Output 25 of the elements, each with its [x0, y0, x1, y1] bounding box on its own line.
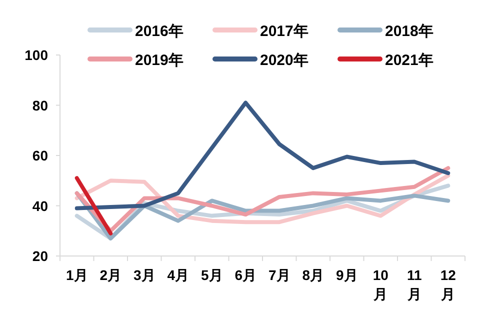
y-tick-label: 20 [32, 248, 48, 264]
legend-label: 2017年 [260, 23, 308, 40]
legend-label: 2019年 [135, 52, 184, 69]
x-tick-label: 5月 [200, 267, 223, 283]
legend-label: 2016年 [135, 23, 184, 40]
y-tick-label: 100 [24, 47, 48, 63]
y-tick-label: 60 [32, 148, 48, 164]
x-tick-label: 8月 [302, 267, 324, 283]
y-tick-label: 40 [32, 198, 48, 214]
x-tick-label: 6月 [234, 267, 257, 283]
x-tick-label: 10月 [372, 267, 389, 302]
line-series [74, 100, 450, 210]
y-tick-label: 80 [32, 97, 48, 114]
x-tick-label: 4月 [167, 267, 190, 283]
x-tick-label: 12月 [440, 267, 456, 302]
x-tick-label: 9月 [336, 267, 358, 283]
x-tick-label: 1月 [66, 267, 88, 283]
legend-label: 2018年 [385, 23, 434, 40]
legend-label: 2020年 [260, 52, 308, 69]
line-series [74, 174, 450, 224]
x-tick-label: 7月 [268, 267, 290, 283]
legend-label: 2021年 [385, 52, 434, 69]
x-tick-label: 11月 [406, 267, 422, 302]
x-tick-label: 3月 [133, 267, 156, 283]
x-tick-label: 2月 [100, 267, 122, 283]
